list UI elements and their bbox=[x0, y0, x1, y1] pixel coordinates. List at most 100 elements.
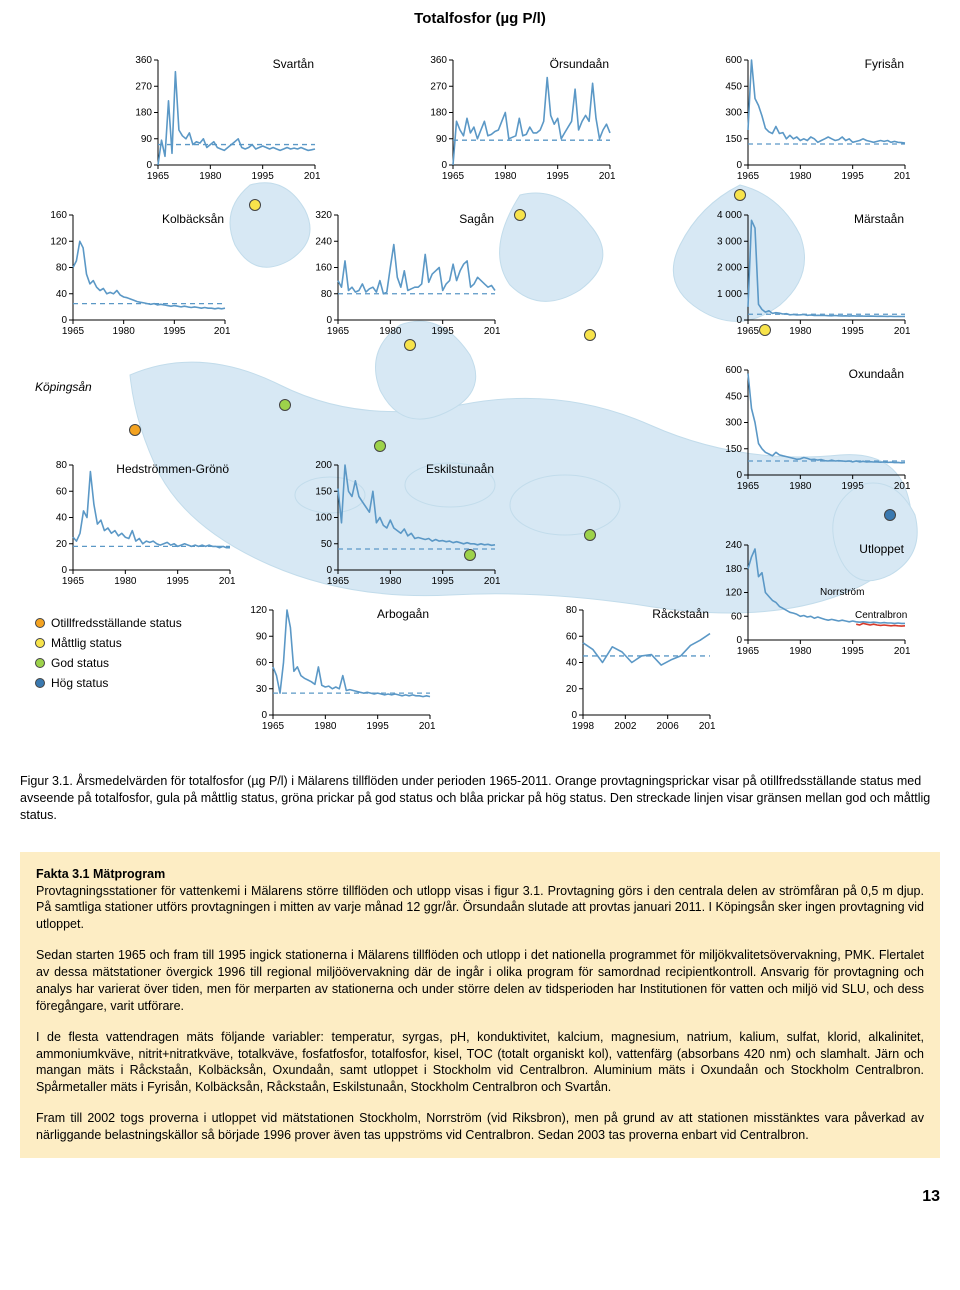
svg-text:1995: 1995 bbox=[842, 326, 865, 337]
svg-text:0: 0 bbox=[736, 315, 742, 326]
svg-text:1980: 1980 bbox=[379, 326, 402, 337]
svg-text:270: 270 bbox=[135, 81, 152, 92]
svg-text:50: 50 bbox=[321, 539, 333, 550]
svg-text:1980: 1980 bbox=[789, 481, 812, 492]
status-legend: Otillfredsställande status Måttlig statu… bbox=[35, 610, 182, 696]
legend-item: God status bbox=[35, 656, 182, 670]
svg-text:20: 20 bbox=[56, 539, 68, 550]
svg-text:1980: 1980 bbox=[494, 171, 517, 182]
svg-text:450: 450 bbox=[725, 391, 742, 402]
svg-text:2 000: 2 000 bbox=[717, 263, 742, 274]
svg-text:1995: 1995 bbox=[842, 481, 865, 492]
chart-label: Märstaån bbox=[854, 212, 904, 226]
svg-text:0: 0 bbox=[441, 160, 447, 171]
legend-label: God status bbox=[51, 656, 109, 670]
chart-rackstaan: 0204060801998200220062010Råckstaån bbox=[545, 605, 715, 735]
svg-text:1965: 1965 bbox=[737, 171, 760, 182]
chart-label: Hedströmmen-Grönö bbox=[116, 462, 229, 476]
svg-text:40: 40 bbox=[566, 658, 578, 669]
svg-text:0: 0 bbox=[261, 710, 267, 721]
svg-text:1965: 1965 bbox=[737, 481, 760, 492]
legend-label: Hög status bbox=[51, 676, 108, 690]
chart-utloppet: 0601201802401965198019952010NorrströmCen… bbox=[710, 540, 910, 660]
svg-text:0: 0 bbox=[61, 565, 67, 576]
svg-text:80: 80 bbox=[56, 460, 68, 471]
facts-title: Fakta 3.1 Mätprogram bbox=[36, 867, 165, 881]
svg-text:2010: 2010 bbox=[894, 171, 910, 182]
svg-text:0: 0 bbox=[326, 315, 332, 326]
chart-label: Eskilstunaån bbox=[426, 462, 494, 476]
svg-text:160: 160 bbox=[315, 263, 332, 274]
svg-text:150: 150 bbox=[725, 134, 742, 145]
svg-text:40: 40 bbox=[56, 513, 68, 524]
chart-label: Kolbäcksån bbox=[162, 212, 224, 226]
chart-fyrisan: 01503004506001965198019952010Fyrisån bbox=[710, 55, 910, 185]
svg-text:2010: 2010 bbox=[894, 481, 910, 492]
svg-text:Centralbron: Centralbron bbox=[855, 610, 907, 621]
chart-sagan: 0801602403201965198019952010Sagån bbox=[300, 210, 500, 340]
svg-text:60: 60 bbox=[566, 631, 578, 642]
svg-text:150: 150 bbox=[315, 486, 332, 497]
chart-marstaan: 01 0002 0003 0004 0001965198019952010Mär… bbox=[710, 210, 910, 340]
svg-text:30: 30 bbox=[256, 684, 268, 695]
svg-text:1980: 1980 bbox=[789, 326, 812, 337]
facts-box: Fakta 3.1 Mätprogram Provtagningsstation… bbox=[20, 852, 940, 1158]
page-title: Totalfosfor (µg P/l) bbox=[20, 10, 940, 27]
chart-label: Sagån bbox=[459, 212, 494, 226]
legend-dot-hog bbox=[35, 678, 45, 688]
svg-text:2010: 2010 bbox=[304, 171, 320, 182]
chart-area: Otillfredsställande status Måttlig statu… bbox=[20, 35, 940, 755]
legend-item: Otillfredsställande status bbox=[35, 616, 182, 630]
chart-kolbacksan: 040801201601965198019952010Kolbäcksån bbox=[35, 210, 230, 340]
svg-text:90: 90 bbox=[256, 631, 268, 642]
svg-text:20: 20 bbox=[566, 684, 578, 695]
svg-text:180: 180 bbox=[135, 108, 152, 119]
svg-text:180: 180 bbox=[430, 108, 447, 119]
svg-text:200: 200 bbox=[315, 460, 332, 471]
chart-label: Arbogaån bbox=[377, 607, 429, 621]
svg-text:60: 60 bbox=[731, 611, 743, 622]
svg-text:120: 120 bbox=[725, 588, 742, 599]
chart-label: Köpingsån bbox=[35, 380, 115, 394]
svg-text:1980: 1980 bbox=[199, 171, 222, 182]
svg-text:1998: 1998 bbox=[572, 721, 595, 732]
svg-text:1965: 1965 bbox=[62, 326, 85, 337]
svg-text:1965: 1965 bbox=[327, 326, 350, 337]
facts-p4: Fram till 2002 togs proverna i utloppet … bbox=[36, 1110, 924, 1144]
legend-item: Hög status bbox=[35, 676, 182, 690]
svg-text:1980: 1980 bbox=[789, 646, 812, 657]
legend-dot-god bbox=[35, 658, 45, 668]
svg-text:1995: 1995 bbox=[547, 171, 570, 182]
svg-text:0: 0 bbox=[146, 160, 152, 171]
svg-text:2010: 2010 bbox=[484, 576, 500, 587]
svg-text:1995: 1995 bbox=[842, 646, 865, 657]
svg-text:1965: 1965 bbox=[262, 721, 285, 732]
chart-eskilstunaan: 0501001502001965198019952010Eskilstunaån bbox=[300, 460, 500, 590]
legend-label: Måttlig status bbox=[51, 636, 122, 650]
svg-text:60: 60 bbox=[256, 658, 268, 669]
svg-text:1980: 1980 bbox=[314, 721, 337, 732]
svg-text:150: 150 bbox=[725, 444, 742, 455]
facts-p1: Provtagningsstationer för vattenkemi i M… bbox=[36, 884, 924, 932]
svg-text:240: 240 bbox=[725, 540, 742, 551]
svg-text:1980: 1980 bbox=[379, 576, 402, 587]
svg-text:1995: 1995 bbox=[432, 326, 455, 337]
svg-text:360: 360 bbox=[430, 55, 447, 66]
chart-label: Utloppet bbox=[859, 542, 904, 556]
legend-dot-mattlig bbox=[35, 638, 45, 648]
chart-label: Örsundaån bbox=[550, 57, 609, 71]
svg-text:0: 0 bbox=[736, 160, 742, 171]
svg-text:1995: 1995 bbox=[163, 326, 186, 337]
facts-p2: Sedan starten 1965 och fram till 1995 in… bbox=[36, 947, 924, 1015]
svg-text:80: 80 bbox=[321, 289, 333, 300]
chart-oxundaan: 01503004506001965198019952010Oxundaån bbox=[710, 365, 910, 495]
svg-text:3 000: 3 000 bbox=[717, 236, 742, 247]
svg-text:2010: 2010 bbox=[219, 576, 235, 587]
svg-text:60: 60 bbox=[56, 486, 68, 497]
legend-item: Måttlig status bbox=[35, 636, 182, 650]
svg-text:2002: 2002 bbox=[614, 721, 637, 732]
svg-text:1965: 1965 bbox=[442, 171, 465, 182]
svg-text:2010: 2010 bbox=[894, 646, 910, 657]
svg-text:1995: 1995 bbox=[252, 171, 275, 182]
chart-hedstrommen: 0204060801965198019952010Hedströmmen-Grö… bbox=[35, 460, 235, 590]
